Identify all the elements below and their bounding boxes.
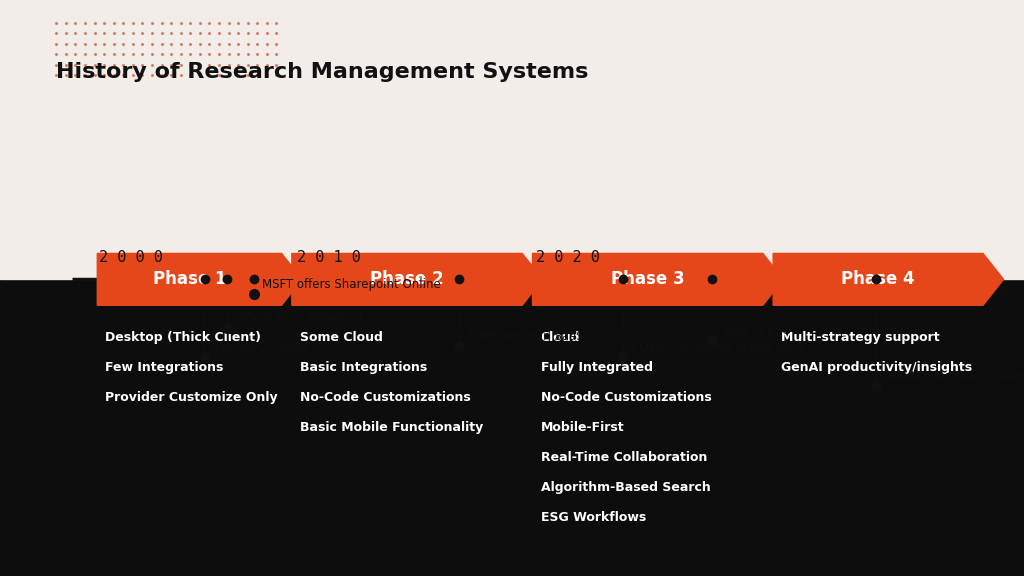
Polygon shape bbox=[292, 253, 543, 305]
Text: No-Code Customizations: No-Code Customizations bbox=[541, 391, 712, 404]
Text: Cloud: Cloud bbox=[541, 331, 581, 344]
Text: Basic Mobile Functionality: Basic Mobile Functionality bbox=[300, 421, 483, 434]
Text: COVID-19 ushers hybrid work: COVID-19 ushers hybrid work bbox=[631, 341, 805, 354]
Text: AI/ML boom in SaaS: AI/ML boom in SaaS bbox=[467, 329, 584, 343]
Text: 2 0 0 0: 2 0 0 0 bbox=[99, 250, 163, 265]
Text: 2 0 2 0: 2 0 2 0 bbox=[536, 250, 599, 265]
Text: 2 0 1 0: 2 0 1 0 bbox=[297, 250, 360, 265]
Text: Few Integrations: Few Integrations bbox=[105, 361, 224, 374]
Text: Real-Time Collaboration: Real-Time Collaboration bbox=[541, 451, 707, 464]
Polygon shape bbox=[532, 253, 783, 305]
Text: Phase 2: Phase 2 bbox=[371, 270, 443, 289]
Text: Mobile-First: Mobile-First bbox=[541, 421, 625, 434]
Text: No-Code Customizations: No-Code Customizations bbox=[300, 391, 471, 404]
Text: Phase 4: Phase 4 bbox=[842, 270, 914, 289]
Bar bbox=[0, 279, 1024, 576]
Text: Provider Customize Only: Provider Customize Only bbox=[105, 391, 279, 404]
Polygon shape bbox=[97, 253, 302, 305]
Text: Multi-strategy support: Multi-strategy support bbox=[781, 331, 940, 344]
Text: Algorithm-Based Search: Algorithm-Based Search bbox=[541, 481, 711, 494]
Polygon shape bbox=[773, 253, 1004, 305]
Text: 'Year of ESG': 'Year of ESG' bbox=[720, 324, 795, 337]
Text: Desktop (Thick Client): Desktop (Thick Client) bbox=[105, 331, 261, 344]
Text: ESG Workflows: ESG Workflows bbox=[541, 511, 646, 524]
Text: Basic Integrations: Basic Integrations bbox=[300, 361, 427, 374]
Bar bbox=[0, 0, 1024, 279]
Text: Phase 3: Phase 3 bbox=[611, 270, 684, 289]
Text: GenAI goes mainstream: GenAI goes mainstream bbox=[884, 370, 1024, 383]
Text: GenAI productivity/insights: GenAI productivity/insights bbox=[781, 361, 973, 374]
Text: GOOG Docs Released: GOOG Docs Released bbox=[236, 312, 362, 325]
Text: Fully Integrated: Fully Integrated bbox=[541, 361, 652, 374]
Text: Phase 1: Phase 1 bbox=[153, 270, 226, 289]
Text: Some Cloud: Some Cloud bbox=[300, 331, 383, 344]
Text: MSFT offers Sharepoint Online: MSFT offers Sharepoint Online bbox=[262, 278, 441, 291]
Text: 1st AAPL iPhone: 1st AAPL iPhone bbox=[213, 341, 308, 354]
Text: History of Research Management Systems: History of Research Management Systems bbox=[56, 62, 589, 82]
